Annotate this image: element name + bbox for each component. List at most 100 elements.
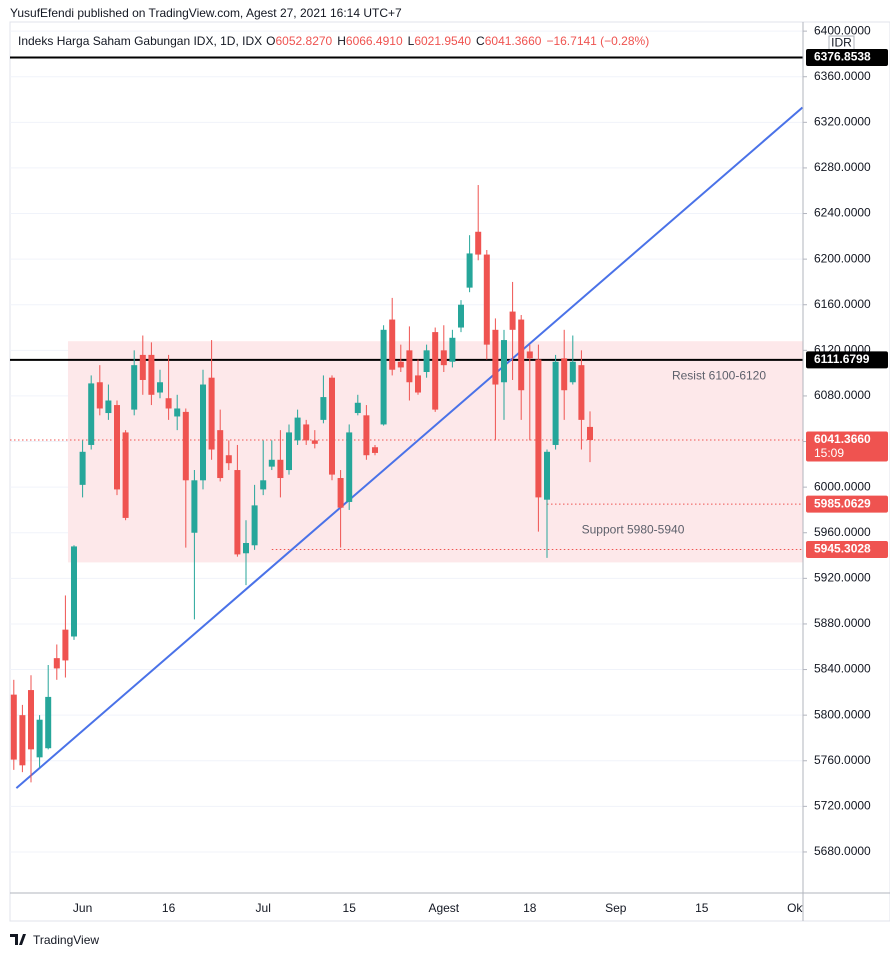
- price-label-box: [806, 431, 888, 462]
- candle-body: [518, 319, 525, 391]
- x-tick-label: 15: [695, 901, 709, 915]
- y-tick-label: 6200.0000: [814, 251, 871, 265]
- legend-value: 6066.4910: [346, 34, 403, 48]
- y-tick-label: 6280.0000: [814, 160, 871, 174]
- candle-body: [114, 405, 120, 490]
- currency-label: IDR: [831, 36, 852, 50]
- x-tick-label: Agest: [428, 901, 459, 915]
- candle-body: [71, 546, 77, 637]
- candle-body: [423, 350, 430, 372]
- price-label-box: [806, 495, 888, 513]
- y-tick-label: 5880.0000: [814, 616, 871, 630]
- legend-value: 6021.9540: [414, 34, 471, 48]
- candle-body: [311, 440, 318, 444]
- x-tick-label: 16: [162, 901, 176, 915]
- y-tick-label: 5800.0000: [814, 707, 871, 721]
- candle-body: [535, 359, 542, 498]
- footer-brand: TradingView: [33, 933, 99, 947]
- candle-body: [19, 715, 26, 766]
- candle-body: [53, 658, 60, 669]
- legend-layer: Indeks Harga Saham Gabungan IDX, 1D, IDX…: [18, 34, 649, 48]
- candle-body: [346, 432, 353, 502]
- y-tick-label: 6400.0000: [814, 23, 871, 37]
- legend-change: −16.7141 (−0.28%): [546, 34, 649, 48]
- candle-body: [449, 337, 456, 362]
- candle-body: [217, 430, 224, 479]
- price-label-box: [806, 351, 888, 369]
- y-tick-label: 6360.0000: [814, 69, 871, 83]
- y-tick-label: 5840.0000: [814, 662, 871, 676]
- x-tick-label: 15: [343, 901, 357, 915]
- legend-title: Indeks Harga Saham Gabungan IDX, 1D, IDX: [18, 34, 262, 48]
- legend-key: C: [476, 34, 485, 48]
- y-tick-label: 6320.0000: [814, 114, 871, 128]
- countdown-label: 15:09: [814, 446, 844, 460]
- candle-body: [303, 424, 310, 441]
- chart-legend: Indeks Harga Saham Gabungan IDX, 1D, IDX…: [18, 34, 649, 48]
- candle-body: [79, 451, 86, 485]
- annotation: Resist 6100-6120: [672, 369, 766, 383]
- x-tick-label: Okt: [787, 901, 806, 915]
- candle-body: [62, 629, 69, 661]
- candle-body: [165, 398, 172, 409]
- candle-body: [174, 408, 181, 417]
- price-label-box: [806, 540, 888, 558]
- x-tick-label: 18: [523, 901, 537, 915]
- candle-body: [354, 402, 361, 414]
- annotation: Support 5980-5940: [582, 523, 685, 537]
- price-label: 5985.0629: [814, 496, 871, 510]
- candle-body: [294, 417, 301, 441]
- candle-body: [483, 254, 490, 345]
- candle-body: [105, 400, 112, 414]
- candle-body: [466, 253, 473, 288]
- legend-key: O: [266, 34, 275, 48]
- candle-body: [372, 447, 378, 453]
- y-tick-label: 6000.0000: [814, 479, 871, 493]
- price-label: 6041.3660: [814, 432, 871, 446]
- candle-body: [552, 361, 559, 445]
- candle-body: [406, 350, 413, 383]
- trend-line: [15, 106, 803, 789]
- candle-body: [286, 432, 292, 471]
- candle-body: [544, 451, 550, 500]
- candle-body: [561, 358, 568, 391]
- x-tick-label: Jun: [73, 901, 92, 915]
- legend-key: L: [408, 34, 415, 48]
- legend-value: 6041.3660: [485, 34, 542, 48]
- y-tick-label: 5960.0000: [814, 525, 871, 539]
- time-axis: Jun 16 Jul 15 Agest 18 Sep 15 Okt: [73, 901, 806, 915]
- y-tick-label: 5720.0000: [814, 799, 871, 813]
- candle-body: [200, 384, 206, 481]
- y-tick-label: 6080.0000: [814, 388, 871, 402]
- candle-body: [458, 304, 464, 328]
- candle-body: [251, 505, 258, 546]
- candle-body: [260, 480, 267, 490]
- candle-body: [509, 311, 516, 330]
- candle-body: [96, 382, 103, 409]
- publisher-header: YusufEfendi published on TradingView.com…: [10, 6, 402, 20]
- price-label: 6376.8538: [814, 50, 871, 64]
- candle-body: [578, 365, 585, 420]
- price-label: 6111.6799: [814, 352, 870, 366]
- candle-body: [363, 415, 370, 456]
- candle-body: [225, 455, 232, 464]
- candle-body: [243, 543, 249, 554]
- y-tick-label: 5760.0000: [814, 753, 871, 767]
- candle-body: [182, 411, 189, 481]
- candle-body: [191, 480, 198, 533]
- y-tick-label: 6240.0000: [814, 206, 871, 220]
- plot-area: Resist 6100-6120 Support 5980-5940: [10, 56, 803, 789]
- candle-body: [139, 354, 146, 380]
- candle-body: [397, 361, 404, 368]
- candle-body: [268, 459, 275, 467]
- y-tick-label: 5920.0000: [814, 571, 871, 585]
- candle-body: [36, 719, 43, 758]
- price-label: 5945.3028: [814, 542, 871, 556]
- y-tick-label: 6160.0000: [814, 297, 871, 311]
- candle-body: [587, 426, 593, 440]
- candle-body: [234, 470, 241, 555]
- candle-body: [440, 350, 447, 366]
- candle-body: [501, 340, 507, 383]
- x-tick-label: Sep: [605, 901, 627, 915]
